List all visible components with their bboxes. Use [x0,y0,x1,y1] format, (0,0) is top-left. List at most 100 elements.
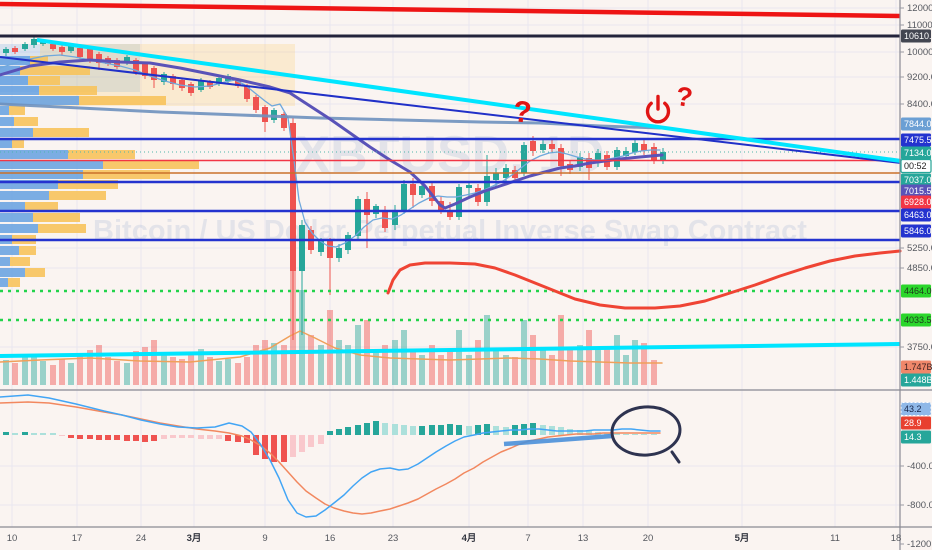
volume-bar [512,357,518,385]
volume-profile-bar-sell [79,96,166,105]
volume-bar [401,330,407,385]
candle-body [336,248,342,258]
price-label-text: 4464.0 [904,286,932,296]
volume-bar [253,345,259,385]
volume-bar [540,350,546,385]
candle-body [530,141,536,151]
price-label-text: 4033.5 [904,315,932,325]
volume-bar [271,343,277,385]
drawn-circle-annotation[interactable] [610,405,682,458]
volume-bar [447,350,453,385]
macd-histogram-bar [429,425,435,435]
volume-bar [77,355,83,385]
time-axis-label[interactable]: 18 [891,533,902,544]
volume-bar [530,335,536,385]
candle-body [12,48,18,52]
candle-body [151,68,157,80]
candle-body [207,82,213,87]
volume-bar [614,335,620,385]
time-axis-label[interactable]: 7 [525,533,530,544]
macd-signal-line [0,401,661,515]
candle-body [77,48,83,57]
time-axis-label[interactable]: 4月 [462,533,477,544]
macd-histogram-bar [651,434,657,435]
macd-histogram-bar [567,429,573,435]
volume-profile-bar-sell [14,117,38,126]
candle-body [623,151,629,156]
price-label-box [901,117,931,131]
price-label-box [901,195,931,209]
time-axis-label[interactable]: 20 [643,533,654,544]
macd-histogram-bar [170,435,176,438]
candle-body [188,84,194,93]
price-label-box [901,360,931,374]
price-label-box [900,158,932,174]
time-axis-label[interactable]: 3月 [187,533,202,544]
macd-histogram-bar [124,435,130,441]
candle-body [521,145,527,173]
candle-body [401,184,407,211]
volume-bar [373,350,379,385]
volume-bar [262,340,268,385]
volume-profile-bar-buy [0,86,39,95]
volume-profile-bar-sell [10,257,30,266]
volume-profile-bar-buy [0,268,25,277]
volume-bar [336,340,342,385]
volume-bar [586,330,592,385]
time-axis-label[interactable]: 16 [325,533,336,544]
volume-bar [577,345,583,385]
volume-profile-bar-sell [28,76,60,85]
macd-histogram-bar [179,435,185,438]
time-axis-label[interactable]: 9 [262,533,267,544]
volume-profile-bar-buy [0,96,79,105]
price-label-text: 10610.5 [904,31,932,41]
price-tick-label: 4850.0 [907,263,932,274]
power-icon[interactable] [641,92,675,131]
price-label-box [901,146,931,160]
macd-histogram-bar [419,426,425,435]
time-axis-label[interactable]: 24 [136,533,147,544]
candle-body [447,210,453,217]
time-axis-label[interactable]: 17 [72,533,83,544]
macd-histogram-bar [105,435,111,440]
volume-bar [151,340,157,385]
volume-profile-bar-sell [19,246,36,255]
candle-body [179,80,185,88]
candle-body [22,44,28,49]
time-axis-label[interactable]: 23 [388,533,399,544]
price-label-box [901,430,931,444]
time-axis-label[interactable]: 5月 [735,533,750,544]
volume-profile-bar-sell [39,86,97,95]
question-mark-annotation-left[interactable]: ? [511,95,534,130]
price-tick-label: 10000.0 [907,47,932,58]
volume-profile-bar-buy [0,191,49,200]
price-label-box [901,416,931,430]
volume-bar [59,359,65,385]
drawn-blue-segment [503,433,613,447]
volume-bar [105,357,111,385]
time-axis-label[interactable]: 10 [7,533,18,544]
macd-histogram-bar [410,426,416,435]
volume-profile-bar-sell [68,150,135,159]
volume-profile-bar-sell [20,66,90,75]
time-axis-label[interactable]: 11 [830,533,840,544]
macd-histogram-bar [87,435,93,439]
price-label-box [901,173,931,187]
price-tick-label: 3750.0 [907,342,932,353]
price-label-text: 6928.0 [904,197,932,207]
macd-histogram-bar [31,433,37,435]
macd-histogram-bar [623,434,629,435]
candle-body [558,148,564,166]
macd-histogram-bar [225,435,231,441]
price-label-text: 1.448B [904,375,932,385]
macd-histogram-bar [188,435,194,438]
macd-histogram-bar [345,427,351,435]
volume-profile-bar-buy [0,106,9,115]
macd-histogram-bar [59,435,65,436]
macd-histogram-bar [262,435,268,459]
time-axis-label[interactable]: 13 [578,533,589,544]
volume-profile-bar-buy [0,213,33,222]
price-tick-label: 12000.0 [907,3,932,14]
